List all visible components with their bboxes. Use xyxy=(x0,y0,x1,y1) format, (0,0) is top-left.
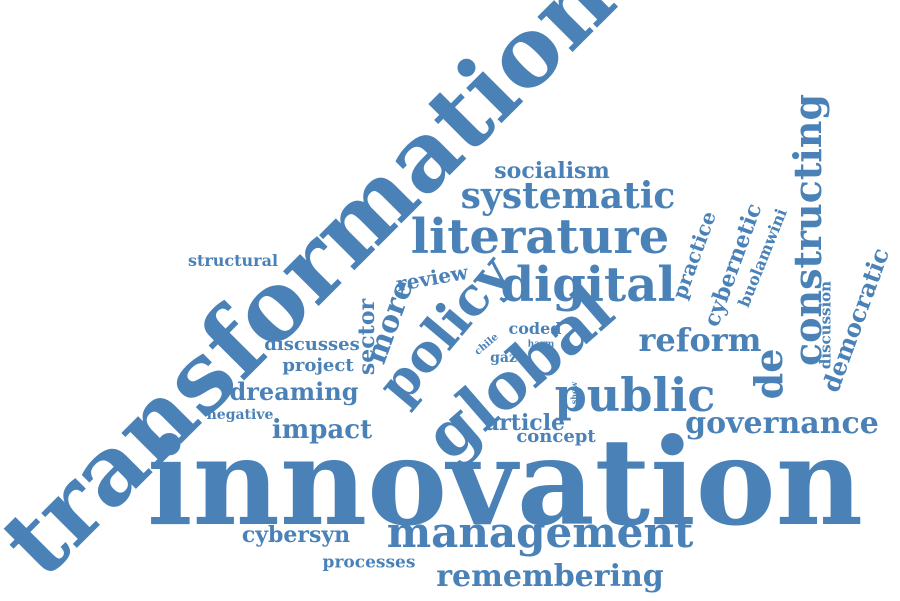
word-structural: structural xyxy=(187,251,279,270)
word-discussion: discussion xyxy=(816,280,835,370)
word-socialism: socialism xyxy=(494,158,610,184)
word-remembering: remembering xyxy=(436,559,664,594)
word-digital: digital xyxy=(500,257,676,313)
word-harm: harm xyxy=(527,339,555,350)
word-systematic: systematic xyxy=(460,175,676,217)
word-show: show xyxy=(569,381,579,405)
word-de: de xyxy=(746,348,791,400)
word-processes: processes xyxy=(322,552,416,573)
word-discusses: discusses xyxy=(264,334,360,355)
word-concept: concept xyxy=(516,426,596,447)
word-public: public xyxy=(554,368,716,422)
word-gaze: gaze xyxy=(490,350,526,366)
word-negative: negative xyxy=(206,407,274,423)
word-reform: reform xyxy=(638,321,762,359)
word-project: project xyxy=(282,355,354,376)
word-coded: coded xyxy=(508,319,562,338)
word-literature: literature xyxy=(410,209,670,265)
word-governance: governance xyxy=(685,406,879,441)
word-impact: impact xyxy=(271,415,373,445)
word-cybersyn: cybersyn xyxy=(241,522,351,548)
word-dreaming: dreaming xyxy=(229,377,359,406)
word-article: article xyxy=(484,410,566,436)
word-innovation: innovation xyxy=(147,412,863,553)
word-management: management xyxy=(386,508,694,557)
